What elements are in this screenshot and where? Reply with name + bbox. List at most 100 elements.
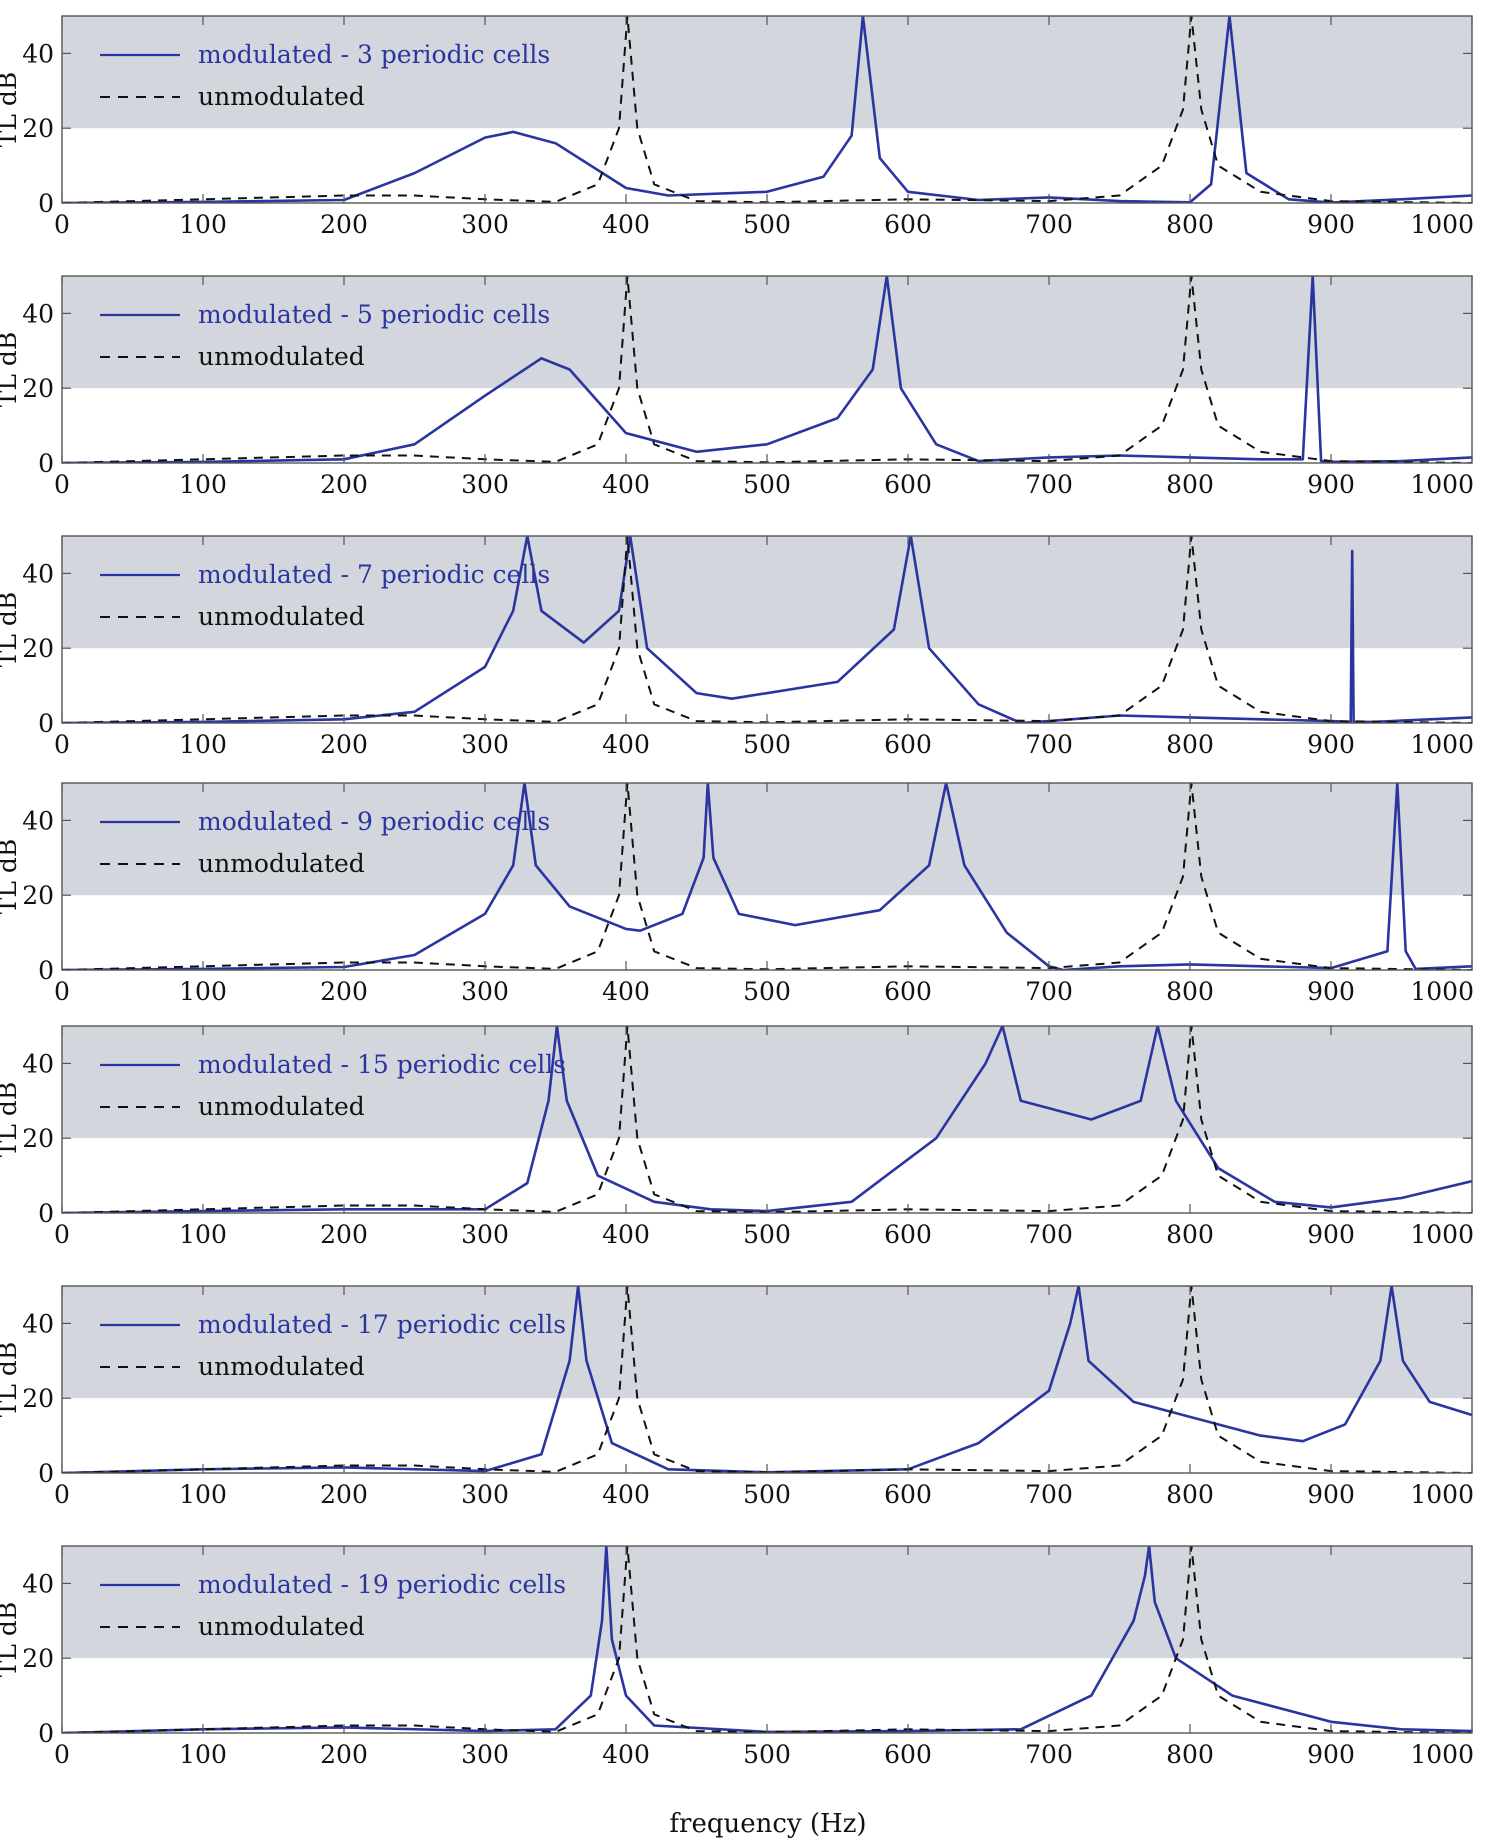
- y-tick-label: 20: [22, 1124, 54, 1153]
- x-tick-label: 300: [461, 1480, 509, 1509]
- x-tick-label: 200: [320, 730, 368, 759]
- x-tick-label: 500: [743, 977, 791, 1006]
- x-tick-label: 500: [743, 1480, 791, 1509]
- x-tick-label: 300: [461, 977, 509, 1006]
- x-tick-label: 1000: [1410, 1740, 1474, 1769]
- y-tick-label: 40: [22, 299, 54, 328]
- x-tick-label: 400: [602, 1740, 650, 1769]
- x-tick-label: 1000: [1410, 1480, 1474, 1509]
- y-axis-label: TL dB: [0, 1082, 22, 1158]
- legend: modulated - 15 periodic cells unmodulated: [100, 1050, 566, 1121]
- x-tick-label: 800: [1166, 470, 1214, 499]
- x-tick-label: 0: [54, 470, 70, 499]
- chart-panel-3: 0 100 200 300 400 500 600 700 800 900 1000 0 20 40TL …: [0, 535, 1474, 759]
- x-tick-label: 900: [1307, 210, 1355, 239]
- x-tick-label: 200: [320, 1220, 368, 1249]
- legend-label: modulated - 5 periodic cells: [198, 300, 550, 329]
- x-tick-label: 500: [743, 1740, 791, 1769]
- y-tick-label: 0: [38, 709, 54, 738]
- y-tick-label: 40: [22, 559, 54, 588]
- chart-panel-5: 0 100 200 300 400 500 600 700 800 900 1000 0 20 40TL …: [0, 1025, 1474, 1249]
- chart-panel-6: 0 100 200 300 400 500 600 700 800 900 1000 0 20 40TL …: [0, 1285, 1474, 1509]
- shaded-band: [62, 783, 1472, 896]
- x-tick-label: 100: [179, 210, 227, 239]
- x-tick-label: 200: [320, 977, 368, 1006]
- shaded-band: [62, 1286, 1472, 1399]
- y-tick-label: 40: [22, 39, 54, 68]
- x-tick-label: 800: [1166, 977, 1214, 1006]
- legend: modulated - 3 periodic cells unmodulated: [100, 40, 550, 111]
- chart-panel-1: 0 100 200 300 400 500 600 700 800 900 1000 0 20 40TL …: [0, 15, 1474, 239]
- x-tick-label: 100: [179, 470, 227, 499]
- x-tick-label: 0: [54, 1220, 70, 1249]
- x-tick-label: 600: [884, 1480, 932, 1509]
- legend-label: modulated - 7 periodic cells: [198, 560, 550, 589]
- x-tick-label: 800: [1166, 730, 1214, 759]
- y-tick-label: 20: [22, 634, 54, 663]
- x-tick-label: 900: [1307, 1740, 1355, 1769]
- legend-label: unmodulated: [198, 1612, 365, 1641]
- x-tick-label: 600: [884, 210, 932, 239]
- x-tick-label: 800: [1166, 1740, 1214, 1769]
- series-line-unmodulated: [62, 1546, 1472, 1733]
- y-tick-label: 20: [22, 881, 54, 910]
- x-tick-label: 100: [179, 1480, 227, 1509]
- series-line-unmodulated: [62, 16, 1472, 203]
- shaded-band: [62, 276, 1472, 389]
- legend-label: unmodulated: [198, 82, 365, 111]
- series-line-modulated: [62, 536, 1472, 723]
- x-tick-label: 100: [179, 1220, 227, 1249]
- series-line-modulated: [62, 1546, 1472, 1733]
- x-tick-label: 600: [884, 470, 932, 499]
- y-tick-label: 0: [38, 449, 54, 478]
- x-tick-label: 400: [602, 977, 650, 1006]
- x-tick-label: 700: [1025, 1740, 1073, 1769]
- x-tick-label: 200: [320, 210, 368, 239]
- legend-label: unmodulated: [198, 342, 365, 371]
- y-tick-label: 0: [38, 956, 54, 985]
- chart-panel-7: 0 100 200 300 400 500 600 700 800 900 1000 0 20 40TL …: [0, 1545, 1474, 1769]
- x-tick-label: 0: [54, 1740, 70, 1769]
- x-tick-label: 200: [320, 1740, 368, 1769]
- y-tick-label: 20: [22, 1384, 54, 1413]
- x-tick-label: 900: [1307, 730, 1355, 759]
- x-tick-label: 300: [461, 470, 509, 499]
- legend: modulated - 5 periodic cells unmodulated: [100, 300, 550, 371]
- legend-label: modulated - 9 periodic cells: [198, 807, 550, 836]
- x-tick-label: 1000: [1410, 1220, 1474, 1249]
- series-line-unmodulated: [62, 276, 1472, 463]
- legend-label: unmodulated: [198, 1092, 365, 1121]
- x-tick-label: 500: [743, 470, 791, 499]
- legend-label: unmodulated: [198, 849, 365, 878]
- x-tick-label: 300: [461, 1740, 509, 1769]
- x-tick-label: 0: [54, 210, 70, 239]
- legend-label: modulated - 19 periodic cells: [198, 1570, 566, 1599]
- x-tick-label: 400: [602, 1480, 650, 1509]
- series-line-modulated: [62, 1286, 1472, 1473]
- legend: modulated - 9 periodic cells unmodulated: [100, 807, 550, 878]
- x-tick-label: 0: [54, 977, 70, 1006]
- legend-label: modulated - 3 periodic cells: [198, 40, 550, 69]
- y-tick-label: 20: [22, 374, 54, 403]
- x-tick-label: 1000: [1410, 977, 1474, 1006]
- chart-panel-4: 0 100 200 300 400 500 600 700 800 900 1000 0 20 40TL …: [0, 782, 1474, 1006]
- series-line-modulated: [62, 783, 1472, 970]
- legend: modulated - 17 periodic cells unmodulated: [100, 1310, 566, 1381]
- x-tick-label: 400: [602, 730, 650, 759]
- x-tick-label: 900: [1307, 470, 1355, 499]
- x-tick-label: 700: [1025, 1480, 1073, 1509]
- x-tick-label: 700: [1025, 1220, 1073, 1249]
- y-tick-label: 0: [38, 1459, 54, 1488]
- x-tick-label: 100: [179, 977, 227, 1006]
- x-tick-label: 1000: [1410, 210, 1474, 239]
- x-tick-label: 100: [179, 730, 227, 759]
- series-line-unmodulated: [62, 1026, 1472, 1213]
- shaded-band: [62, 536, 1472, 649]
- y-tick-label: 40: [22, 806, 54, 835]
- legend-label: unmodulated: [198, 602, 365, 631]
- x-tick-label: 400: [602, 210, 650, 239]
- y-tick-label: 40: [22, 1569, 54, 1598]
- x-tick-label: 500: [743, 210, 791, 239]
- shaded-band: [62, 1026, 1472, 1139]
- y-axis-label: TL dB: [0, 72, 22, 148]
